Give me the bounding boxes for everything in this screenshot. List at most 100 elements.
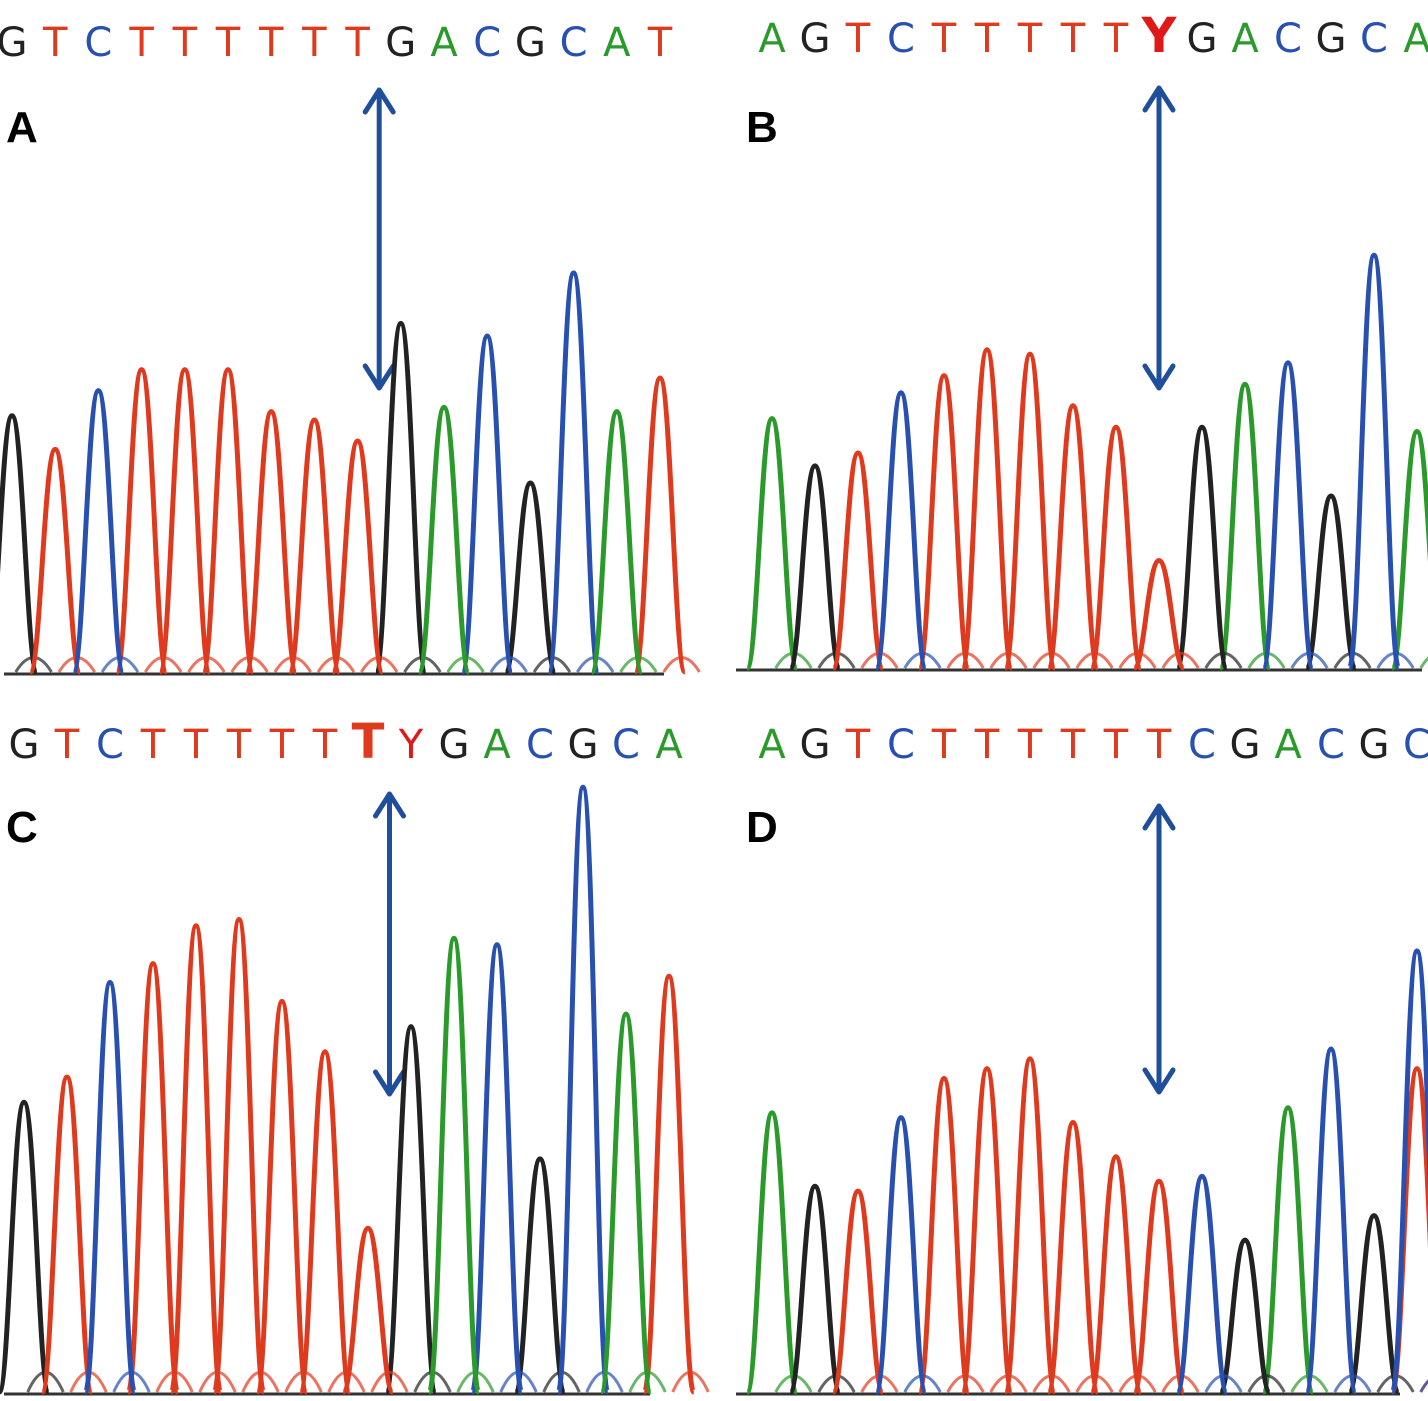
trace-noise (1376, 651, 1415, 669)
base-call-letter: C (526, 722, 554, 768)
arrow-head-bottom (1142, 363, 1176, 391)
trace-noise (946, 1374, 985, 1393)
base-call-letter: T (140, 722, 166, 768)
trace-peak (1174, 1173, 1230, 1395)
trace-peak (114, 367, 169, 675)
base-call-letter: T (312, 722, 338, 768)
trace-peak (787, 1183, 843, 1395)
trace-peak (287, 417, 342, 675)
trace-peak (959, 347, 1015, 671)
trace-peak (873, 1115, 929, 1395)
trace-noise (989, 651, 1028, 669)
arrow-head-bottom (362, 363, 396, 391)
trace-peak (1002, 351, 1058, 671)
trace-peak (830, 1188, 886, 1395)
base-call-letter: G (800, 16, 831, 62)
trace-peak (383, 1024, 439, 1395)
trace-peak (598, 1011, 654, 1395)
trace-noise (155, 1370, 194, 1393)
trace-noise (112, 1370, 151, 1393)
base-call-letter: G (1359, 722, 1390, 768)
trace-peak (426, 935, 482, 1395)
base-call-heterozygous: Y (1141, 8, 1178, 64)
trace-c (873, 252, 1415, 671)
base-call-letter: G (568, 722, 599, 768)
trace-c (71, 270, 615, 675)
base-call-letter: T (974, 16, 1000, 62)
panel-label-d: D (746, 803, 778, 852)
base-call-letter: G (1316, 16, 1347, 62)
trace-peak (959, 1066, 1015, 1395)
trace-peak (211, 917, 267, 1395)
base-call-letter: C (473, 20, 501, 66)
base-call-letter: T (54, 722, 80, 768)
trace-noise (327, 1370, 366, 1393)
trace-noise (903, 651, 942, 669)
base-call-letter: A (1231, 16, 1259, 62)
trace-peak (1389, 948, 1428, 1395)
trace-peak (632, 375, 688, 675)
trace-noise (316, 656, 356, 673)
trace-noise (284, 1370, 323, 1393)
base-call-letter: C (612, 722, 640, 768)
trace-noise (446, 656, 485, 673)
base-call-letter: C (560, 20, 588, 66)
trace-peak (1217, 1237, 1273, 1395)
base-call-letter: A (1403, 16, 1428, 62)
trace-peak (1303, 1046, 1359, 1395)
trace-peak (459, 333, 515, 675)
base-call-letter: T (1103, 16, 1129, 62)
trace-peak (1174, 424, 1230, 671)
trace-t (27, 367, 701, 675)
base-call-letter: T (258, 20, 284, 66)
trace-peak (200, 367, 256, 675)
trace-noise (1204, 651, 1243, 669)
trace-noise (489, 656, 528, 673)
trace-noise (1032, 651, 1071, 669)
base-call-letter: T (42, 20, 68, 66)
base-call-letter: A (655, 722, 683, 768)
base-call-letter: C (96, 722, 124, 768)
arrow-head-top (362, 87, 396, 115)
trace-noise (1204, 1374, 1243, 1393)
trace-peak (1260, 360, 1316, 671)
base-call-sequence: AGTCTTTTTTCGACGCA (758, 722, 1428, 768)
base-call-letter: T (1103, 722, 1129, 768)
base-call-letter: T (301, 20, 327, 66)
trace-noise (671, 1370, 710, 1393)
base-call-letter: T (226, 722, 252, 768)
base-call-letter: G (1230, 722, 1261, 768)
variant-position-arrow (1142, 803, 1176, 1095)
trace-peak (254, 998, 310, 1395)
base-call-letter: T (183, 722, 209, 768)
trace-noise (370, 1370, 409, 1393)
panel-d: D AGTCTTTTTTCGACGCA (736, 722, 1428, 1396)
trace-noise (1118, 651, 1157, 669)
trace-peak (1131, 1178, 1187, 1395)
trace-peak (744, 416, 800, 671)
trace-a (426, 935, 667, 1395)
trace-peak (787, 463, 843, 671)
trace-noise (946, 651, 985, 669)
trace-noise (1075, 1374, 1114, 1393)
base-call-letter: C (1188, 722, 1216, 768)
trace-peak (641, 973, 697, 1395)
trace-noise (144, 656, 183, 673)
trace-peak (157, 367, 213, 675)
trace-noise (903, 1374, 942, 1393)
trace-noise (628, 1370, 667, 1393)
trace-peak (1346, 1213, 1402, 1395)
trace-peak (1346, 252, 1402, 671)
base-call-letter: T (1060, 16, 1086, 62)
base-call-letter: G (385, 20, 416, 66)
base-call-letter: C (1360, 16, 1388, 62)
base-call-letter: C (84, 20, 112, 66)
trace-noise (241, 1370, 280, 1393)
base-call-letter: C (1317, 722, 1345, 768)
trace-peak (555, 784, 611, 1395)
trace-peak (330, 438, 385, 675)
trace-peak (82, 980, 138, 1395)
trace-noise (1075, 651, 1114, 669)
